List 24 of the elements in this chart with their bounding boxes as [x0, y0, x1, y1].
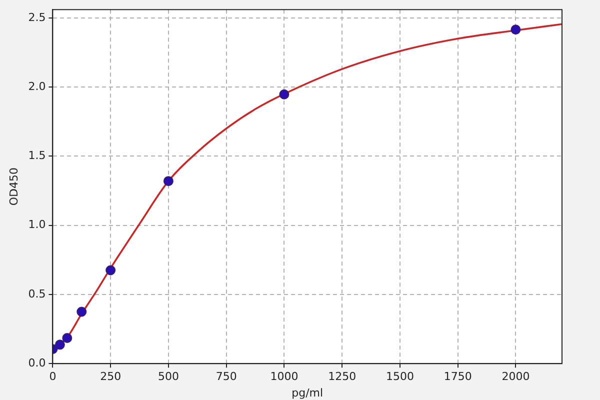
point: [106, 265, 116, 276]
y-tick-label: 2.5: [28, 10, 46, 24]
point: [62, 333, 72, 344]
x-tick-label: 500: [158, 370, 179, 384]
point: [279, 89, 290, 100]
x-tick-label: 1750: [444, 370, 472, 384]
x-tick-label: 1250: [328, 370, 356, 384]
x-tick-label: 250: [100, 370, 122, 384]
x-tick-label: 0: [49, 370, 56, 384]
x-axis-title: pg/ml: [292, 386, 324, 400]
y-tick-label: 1.0: [28, 218, 46, 232]
point: [76, 306, 87, 317]
x-tick-label: 2000: [502, 370, 530, 384]
y-tick-label: 0.0: [28, 356, 46, 370]
point: [54, 340, 65, 350]
point: [510, 24, 521, 35]
x-tick-label: 1500: [386, 370, 414, 384]
y-tick-label: 2.0: [28, 80, 46, 93]
y-tick-label: 0.5: [28, 287, 46, 300]
x-tick-label: 1000: [270, 370, 298, 384]
y-tick-label: 1.5: [28, 149, 46, 162]
x-tick-label: 750: [216, 370, 237, 384]
y-axis-title: OD450: [7, 168, 20, 206]
point: [163, 176, 174, 186]
